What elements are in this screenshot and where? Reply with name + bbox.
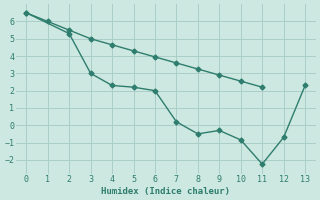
X-axis label: Humidex (Indice chaleur): Humidex (Indice chaleur) <box>101 187 230 196</box>
